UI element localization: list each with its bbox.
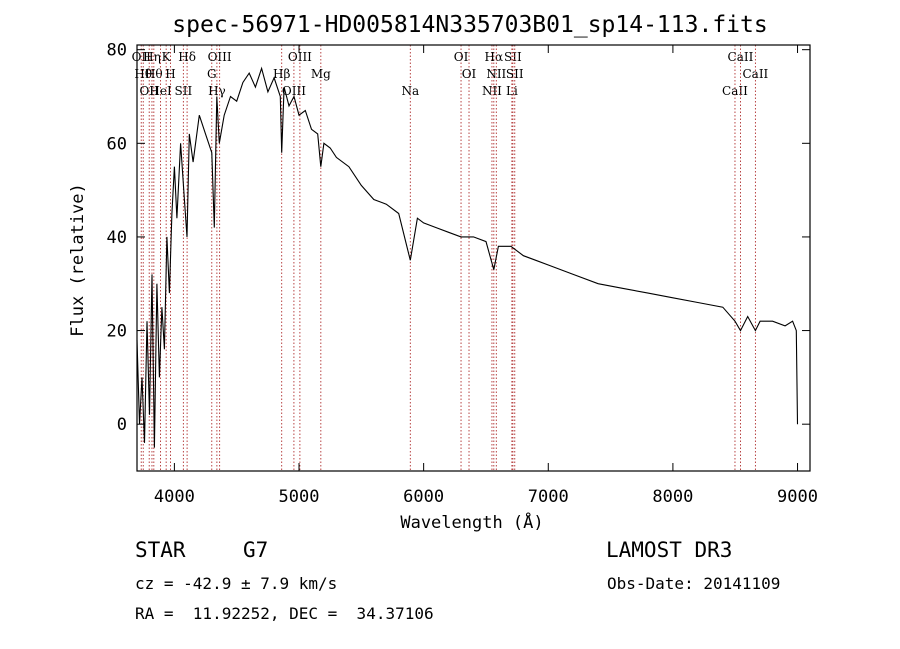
x-tick-label: 7000: [528, 487, 569, 507]
line-marker-label: CaII: [722, 84, 748, 98]
line-marker-label: Hθ: [145, 67, 163, 81]
y-tick-label: 0: [117, 415, 127, 435]
line-marker-label: Hθ: [134, 67, 152, 81]
survey-name: LAMOST DR3: [606, 538, 733, 562]
y-axis-label: Flux (relative): [68, 183, 88, 337]
x-tick-label: 8000: [652, 487, 693, 507]
plot-frame: [136, 44, 811, 472]
line-marker-label: K: [162, 50, 172, 64]
line-marker-label: SII: [506, 67, 524, 81]
spectrum-line: [136, 66, 799, 448]
line-marker-label: OIII: [208, 50, 232, 64]
line-marker-label: HeI: [149, 84, 172, 98]
line-marker-label: H: [165, 67, 175, 81]
y-tick-label: 20: [107, 322, 127, 342]
line-marker-label: SII: [504, 50, 522, 64]
axis-ticks: 4000 5000 6000 7000 8000 9000 0 20 40 60 80: [107, 41, 818, 507]
redshift-velocity: cz = -42.9 ± 7.9 km/s: [135, 574, 338, 593]
line-marker-label: NII: [482, 84, 502, 98]
line-marker-label: Hγ: [208, 84, 226, 98]
line-marker-label: Hδ: [178, 50, 196, 64]
y-tick-label: 40: [107, 228, 127, 248]
x-tick-label: 9000: [777, 487, 818, 507]
line-marker-label: Hβ: [273, 67, 290, 81]
line-marker-label: Hη: [143, 50, 161, 64]
line-marker-label: G: [207, 67, 217, 81]
x-tick-label: 5000: [279, 487, 320, 507]
line-marker-label: Hα: [485, 50, 504, 64]
x-tick-label: 6000: [403, 487, 444, 507]
line-marker-label: OI: [454, 50, 469, 64]
line-marker-label: CaII: [742, 67, 768, 81]
line-marker-label: CaII: [728, 50, 754, 64]
observation-date: Obs-Date: 20141109: [607, 574, 781, 593]
y-tick-label: 60: [107, 134, 127, 154]
subclass: G7: [243, 538, 269, 562]
line-marker-label: Li: [506, 84, 518, 98]
line-marker-label: OI: [462, 67, 477, 81]
line-marker-label: OIII: [288, 50, 312, 64]
x-tick-label: 4000: [154, 487, 195, 507]
line-markers: OIIHθOIIHηHθHeIKHSIIHδGHγOIIIHβOIIIOIIIM…: [132, 45, 769, 471]
chart-title: spec-56971-HD005814N335703B01_sp14-113.f…: [172, 12, 767, 38]
sky-coordinates: RA = 11.92252, DEC = 34.37106: [135, 604, 434, 623]
x-axis-label: Wavelength (Å): [400, 511, 543, 533]
line-marker-label: Na: [401, 84, 419, 98]
line-marker-label: SII: [175, 84, 193, 98]
y-tick-label: 80: [107, 41, 127, 61]
line-marker-label: NII: [486, 67, 506, 81]
object-class: STAR: [135, 538, 186, 562]
line-marker-label: Mg: [311, 67, 331, 81]
